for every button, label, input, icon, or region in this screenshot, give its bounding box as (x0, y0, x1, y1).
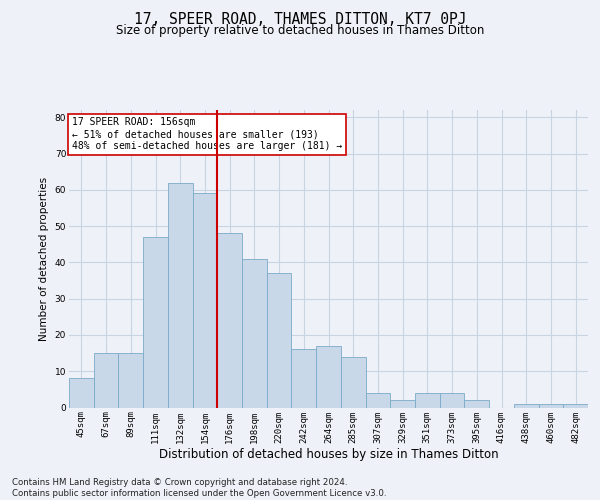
Bar (464, 400, 489, 407)
Text: Contains HM Land Registry data © Crown copyright and database right 2024.
Contai: Contains HM Land Registry data © Crown c… (12, 478, 386, 498)
Bar (168, 182, 193, 408)
Bar (415, 393, 440, 407)
Bar (539, 404, 563, 407)
Bar (316, 346, 341, 408)
X-axis label: Distribution of detached houses by size in Thames Ditton: Distribution of detached houses by size … (158, 448, 499, 461)
Bar (514, 404, 539, 407)
Bar (440, 393, 464, 407)
Bar (143, 237, 168, 408)
Bar (341, 356, 365, 408)
Bar (267, 274, 292, 407)
Bar (217, 234, 242, 408)
Bar (390, 400, 415, 407)
Bar (118, 353, 143, 408)
Bar (292, 350, 316, 408)
Text: 17 SPEER ROAD: 156sqm
← 51% of detached houses are smaller (193)
48% of semi-det: 17 SPEER ROAD: 156sqm ← 51% of detached … (71, 118, 342, 150)
Bar (365, 393, 390, 407)
Text: Size of property relative to detached houses in Thames Ditton: Size of property relative to detached ho… (116, 24, 484, 37)
Bar (563, 404, 588, 407)
Bar (242, 259, 267, 408)
Text: 17, SPEER ROAD, THAMES DITTON, KT7 0PJ: 17, SPEER ROAD, THAMES DITTON, KT7 0PJ (134, 12, 466, 28)
Bar (94, 353, 118, 408)
Bar (193, 194, 217, 408)
Y-axis label: Number of detached properties: Number of detached properties (39, 176, 49, 341)
Bar (69, 378, 94, 408)
